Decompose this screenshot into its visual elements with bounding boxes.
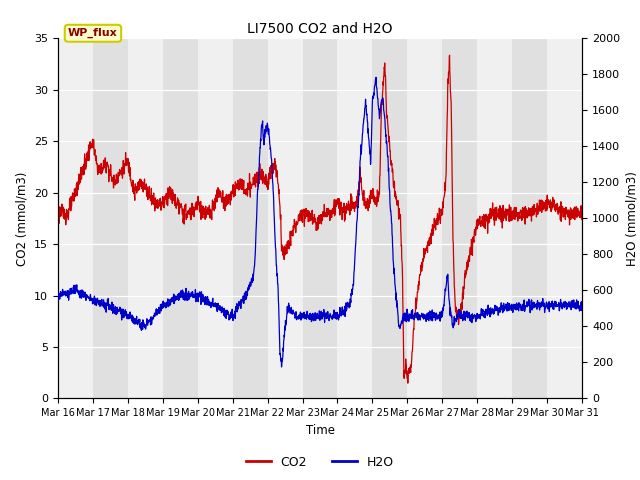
Title: LI7500 CO2 and H2O: LI7500 CO2 and H2O bbox=[247, 22, 393, 36]
Bar bbox=[442, 38, 477, 398]
X-axis label: Time: Time bbox=[305, 424, 335, 437]
Legend: CO2, H2O: CO2, H2O bbox=[241, 451, 399, 474]
Bar bbox=[303, 38, 337, 398]
Bar bbox=[372, 38, 408, 398]
Y-axis label: CO2 (mmol/m3): CO2 (mmol/m3) bbox=[15, 171, 28, 265]
Bar bbox=[163, 38, 198, 398]
Text: WP_flux: WP_flux bbox=[68, 28, 118, 38]
Bar bbox=[513, 38, 547, 398]
Bar bbox=[232, 38, 268, 398]
Bar bbox=[93, 38, 127, 398]
Y-axis label: H2O (mmol/m3): H2O (mmol/m3) bbox=[626, 171, 639, 266]
